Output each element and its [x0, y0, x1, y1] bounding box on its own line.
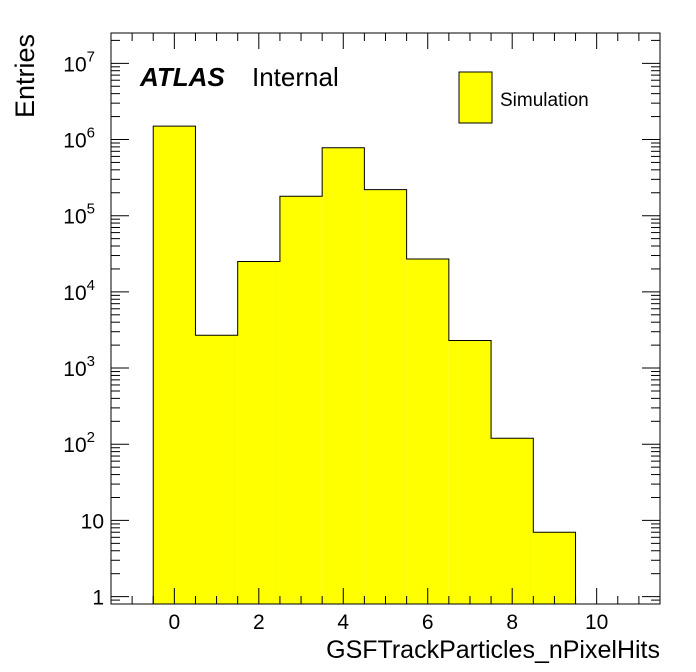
histogram-bar: [491, 438, 534, 604]
x-tick-label: 2: [253, 611, 265, 634]
y-tick-label: 10: [81, 510, 104, 533]
atlas-label-bold: ATLAS: [139, 62, 225, 92]
atlas-label: ATLAS Internal: [139, 62, 339, 92]
histogram-bar: [195, 335, 238, 604]
y-tick-label: 107: [63, 48, 95, 76]
x-tick-label: 4: [337, 611, 349, 634]
histogram-bar: [153, 126, 196, 604]
y-tick-labels: 1 10 102 103 104 105 106 107: [63, 48, 104, 609]
histogram-bar: [322, 147, 365, 604]
histogram-outline: [152, 125, 577, 604]
atlas-label-status: Internal: [252, 62, 339, 92]
y-tick-label: 102: [63, 429, 95, 457]
x-tick-label: 0: [169, 611, 181, 634]
histogram-bar: [406, 259, 449, 604]
legend: Simulation: [458, 71, 589, 124]
histogram-bar: [279, 196, 323, 604]
legend-swatch: [458, 71, 493, 124]
x-tick-labels: 0 2 4 6 8 10: [169, 611, 609, 634]
legend-label: Simulation: [500, 90, 589, 111]
x-tick-label: 10: [585, 611, 608, 634]
histogram-bars: [153, 126, 576, 604]
y-tick-label: 104: [63, 277, 95, 305]
axis-ticks: [110, 33, 661, 604]
x-tick-label: 6: [422, 611, 434, 634]
histogram-bar: [448, 340, 492, 604]
x-axis-title: GSFTrackParticles_nPixelHits: [326, 636, 660, 664]
histogram-bar: [364, 189, 407, 604]
y-tick-label: 103: [63, 353, 95, 381]
histogram-bar: [533, 532, 576, 604]
y-axis-title: Entries: [10, 34, 40, 118]
x-tick-label: 8: [506, 611, 518, 634]
y-tick-label: 105: [63, 201, 95, 229]
y-tick-label: 1: [92, 587, 104, 610]
histogram-bar: [237, 261, 280, 604]
y-tick-label: 106: [63, 125, 95, 153]
